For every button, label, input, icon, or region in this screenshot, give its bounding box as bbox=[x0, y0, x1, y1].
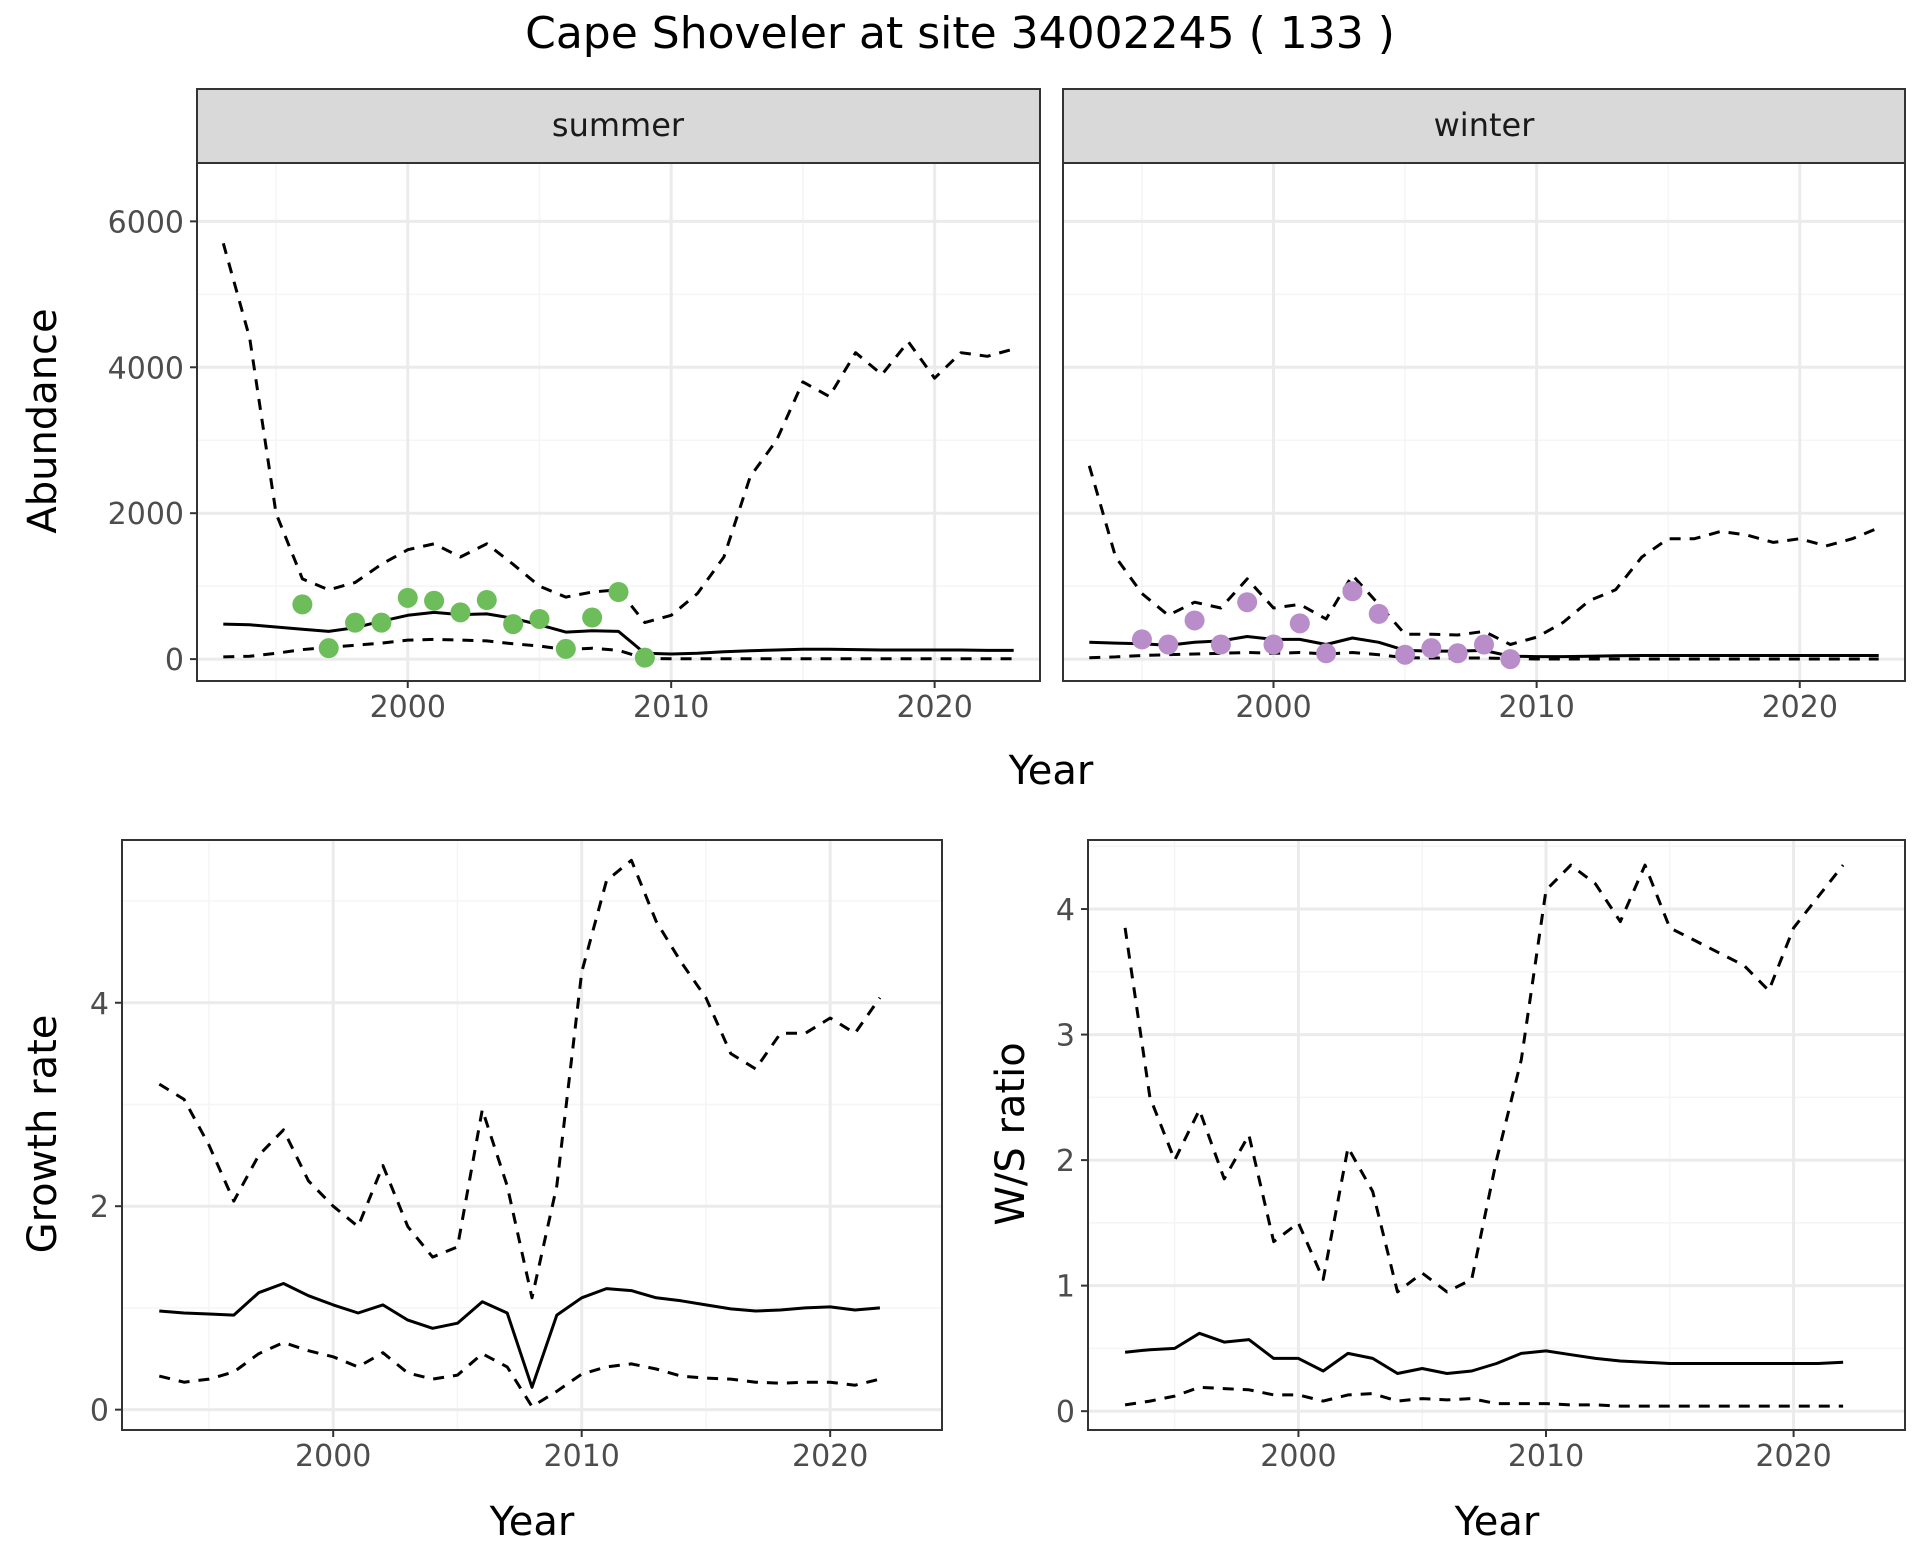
strip-summer bbox=[196, 88, 1041, 164]
ws-x-tick-label: 2000 bbox=[1260, 1439, 1336, 1474]
ws-grid bbox=[1088, 840, 1905, 1430]
winter-data-point bbox=[1289, 613, 1310, 634]
winter-x-tick-label: 2020 bbox=[1762, 690, 1838, 725]
winter-series-line-upper bbox=[1087, 465, 1880, 646]
summer-panel-border bbox=[196, 162, 1041, 682]
growth-x-tick-label: 2010 bbox=[544, 1439, 620, 1474]
growth-y-axis-title: Growth rate bbox=[20, 1015, 66, 1254]
ws-y-tick-label: 2 bbox=[1056, 1144, 1075, 1179]
growth-panel-border bbox=[121, 839, 943, 1431]
growth-y-tick-label: 0 bbox=[90, 1394, 109, 1429]
winter-data-point bbox=[1210, 634, 1231, 655]
strip-label-winter: winter bbox=[1434, 106, 1536, 144]
ws-y-axis-title: W/S ratio bbox=[988, 1042, 1034, 1225]
winter-data-point bbox=[1447, 643, 1468, 664]
ws-plot-area bbox=[1088, 840, 1905, 1430]
summer-x-tick-label: 2020 bbox=[896, 690, 972, 725]
ws-panel-border bbox=[1087, 839, 1906, 1431]
ws-y-tick-label: 1 bbox=[1056, 1270, 1075, 1305]
winter-data-point bbox=[1263, 634, 1284, 655]
panel-ws-ratio: 2000 2010 2020 0 1 2 3 4 bbox=[1056, 839, 1906, 1474]
winter-data-point bbox=[1474, 634, 1494, 655]
winter-panel-border bbox=[1062, 162, 1906, 682]
summer-x-tick-label: 2000 bbox=[370, 690, 446, 725]
winter-plot-area bbox=[1063, 163, 1905, 681]
ws-y-tick-label: 0 bbox=[1056, 1395, 1075, 1430]
summer-data-point bbox=[582, 607, 603, 628]
ws-x-axis-title: Year bbox=[1454, 1499, 1540, 1545]
summer-y-tick-label: 4000 bbox=[108, 351, 184, 386]
panel-growth-rate: 2000 2010 2020 0 2 4 bbox=[90, 839, 943, 1474]
summer-data-point bbox=[397, 587, 418, 608]
growth-x-axis-title: Year bbox=[489, 1499, 575, 1545]
winter-data-point bbox=[1395, 644, 1416, 665]
summer-y-tick-label: 2000 bbox=[108, 497, 184, 532]
summer-data-point bbox=[476, 590, 497, 611]
winter-data-point bbox=[1237, 592, 1258, 613]
panel-summer: summer 2000 2010 2020 0 2000 4000 6000 bbox=[108, 88, 1041, 725]
summer-data-point bbox=[345, 612, 366, 633]
panel-winter: winter 2000 2010 2020 bbox=[1062, 88, 1906, 725]
growth-plot-area bbox=[122, 840, 942, 1430]
summer-y-tick-label: 0 bbox=[165, 643, 184, 678]
winter-x-tick-label: 2010 bbox=[1498, 690, 1574, 725]
winter-x-tick-label: 2000 bbox=[1235, 690, 1311, 725]
ws-series-line-upper bbox=[1123, 863, 1845, 1294]
winter-data-point bbox=[1131, 629, 1152, 650]
ws-series-line-lower bbox=[1124, 1385, 1844, 1408]
ws-y-tick-label: 3 bbox=[1056, 1019, 1075, 1054]
growth-x-tick-label: 2000 bbox=[295, 1439, 371, 1474]
growth-y-tick-label: 2 bbox=[90, 1190, 109, 1225]
summer-data-point bbox=[371, 612, 392, 633]
strip-label-summer: summer bbox=[552, 106, 685, 144]
summer-data-point bbox=[634, 647, 655, 668]
summer-x-tick-label: 2010 bbox=[633, 690, 709, 725]
growth-series-line-lower bbox=[158, 1341, 881, 1409]
summer-data-point bbox=[450, 602, 471, 623]
growth-y-tick-label: 4 bbox=[90, 987, 109, 1022]
summer-plot-area bbox=[197, 163, 1040, 681]
winter-data-point bbox=[1368, 603, 1389, 624]
summer-data-point bbox=[608, 581, 629, 602]
summer-data-point bbox=[555, 638, 576, 659]
summer-y-tick-label: 6000 bbox=[108, 205, 184, 240]
growth-series-line-median bbox=[159, 1282, 881, 1389]
top-x-axis-title: Year bbox=[1008, 748, 1094, 794]
ws-y-tick-label: 4 bbox=[1056, 893, 1075, 928]
summer-data-point bbox=[292, 594, 313, 615]
ws-x-tick-label: 2020 bbox=[1755, 1439, 1831, 1474]
summer-data-point bbox=[424, 590, 445, 611]
strip-winter bbox=[1062, 88, 1906, 164]
winter-data-point bbox=[1500, 649, 1521, 670]
winter-data-point bbox=[1316, 643, 1337, 664]
winter-data-point bbox=[1184, 610, 1205, 631]
winter-data-point bbox=[1158, 634, 1179, 655]
winter-grid bbox=[1063, 163, 1905, 681]
ws-x-tick-label: 2010 bbox=[1508, 1439, 1584, 1474]
summer-series-line-lower bbox=[223, 637, 1014, 661]
growth-series-line-upper bbox=[158, 858, 882, 1300]
summer-data-point bbox=[529, 608, 550, 629]
summer-data-point bbox=[318, 638, 339, 659]
summer-data-point bbox=[503, 614, 524, 635]
top-y-axis-title: Abundance bbox=[20, 308, 66, 533]
growth-x-tick-label: 2020 bbox=[792, 1439, 868, 1474]
summer-series-line-upper bbox=[221, 242, 1015, 625]
winter-data-point bbox=[1421, 638, 1442, 659]
summer-grid bbox=[197, 163, 1040, 681]
chart-title: Cape Shoveler at site 34002245 ( 133 ) bbox=[525, 8, 1395, 59]
ws-series-line-median bbox=[1124, 1331, 1844, 1375]
growth-grid bbox=[122, 840, 942, 1430]
winter-data-point bbox=[1342, 581, 1363, 602]
